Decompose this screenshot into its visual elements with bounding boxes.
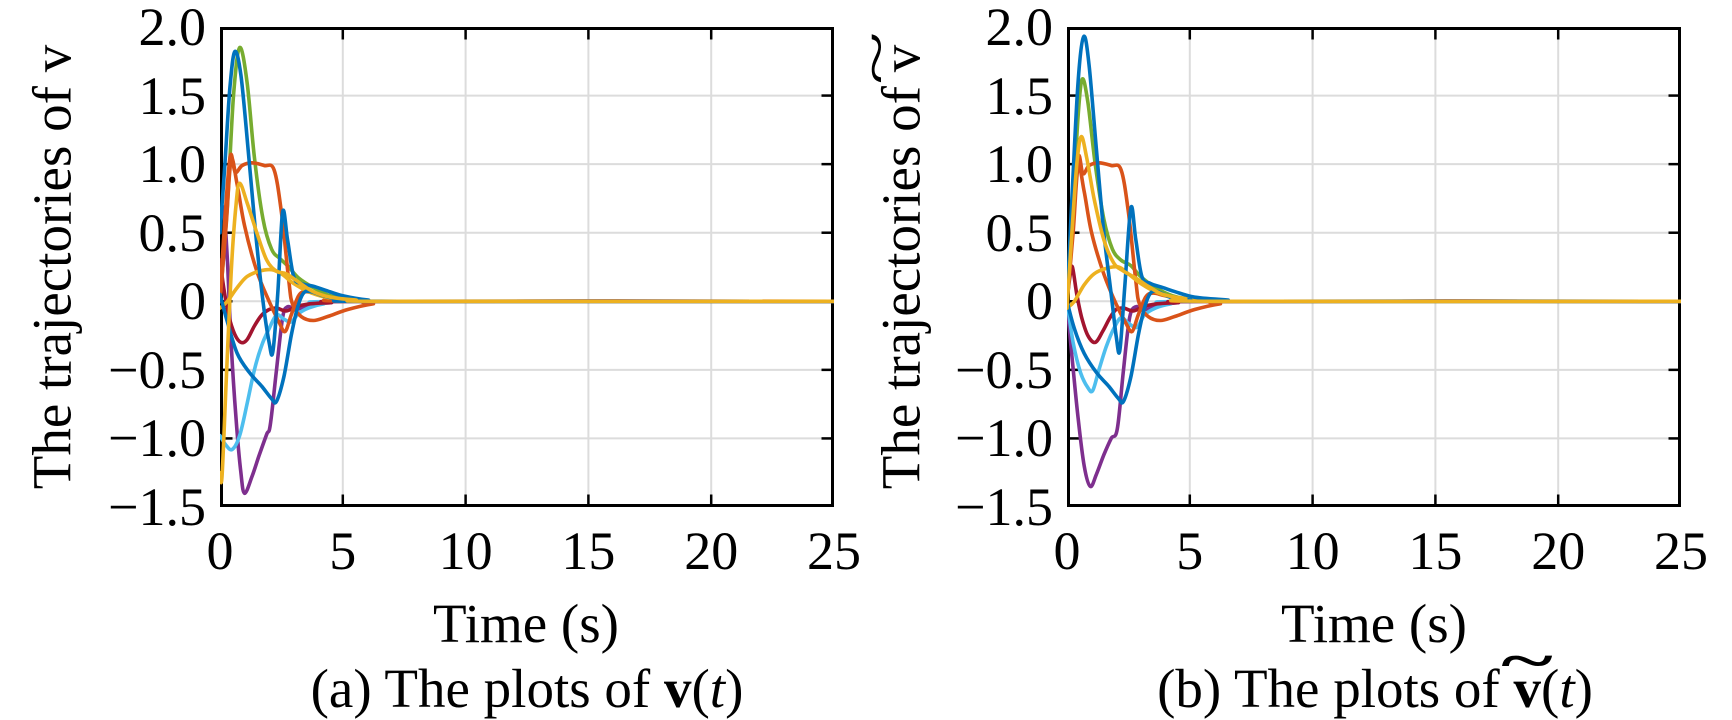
x-tick-label: 5 [1176,521,1204,581]
x-tick-label: 10 [1285,521,1340,581]
trajectory-line-v5 [220,45,834,304]
y-tick-label: −1.5 [108,477,206,537]
caption-a-v: v [663,658,692,719]
trajectory-line-v8 [220,289,834,405]
y-tick-label: −1.5 [955,477,1053,537]
caption-a: (a) The plots of v (t) [142,658,912,720]
x-tick-label: 10 [438,521,493,581]
x-tick-label: 0 [1053,521,1081,581]
y-tick-label: 2.0 [985,0,1054,57]
x-tick-label: 20 [1531,521,1586,581]
y-tick-label: −1.0 [108,408,206,469]
caption-b-arg: t [1559,658,1575,719]
x-tick-label: 20 [684,521,739,581]
y-tick-label: 0 [179,271,206,332]
caption-b-tilde: ~ [1501,629,1553,691]
caption-b-var: v ~ [1502,633,1553,720]
x-tick-label: 5 [329,521,357,581]
y-tick-label: 1.0 [985,134,1054,195]
y-tick-label: 0.5 [138,202,207,263]
y-tick-label: 1.5 [985,65,1054,126]
y-tick-label: 1.0 [138,134,207,195]
x-tick-label: 25 [1654,521,1708,581]
caption-a-close: ) [725,658,744,719]
plot-area-b [1067,27,1681,507]
trajectory-line-v6 [220,299,834,452]
caption-a-var: v [664,658,692,720]
y-tick-label: −1.0 [955,408,1053,469]
y-tick-label: 2.0 [138,0,207,57]
caption-a-arg: t [709,658,726,719]
y-tick-label: 0 [1026,271,1053,332]
caption-b-close: ) [1574,658,1593,719]
trajectory-line-vt5 [1067,77,1681,304]
trajectory-line-v2 [220,152,834,323]
trajectory-line-vt7 [1067,264,1681,345]
caption-a-open: ( [691,658,710,719]
caption-a-prefix: (a) The plots of [310,658,664,719]
caption-b-v: v [1513,658,1542,719]
x-tick-label: 0 [206,521,234,581]
trajectory-line-v1 [220,49,834,357]
trajectory-line-v3 [220,181,834,485]
x-tick-label: 15 [561,521,616,581]
x-axis-label-b: Time (s) [1281,593,1467,654]
x-axis-label-a: Time (s) [433,593,619,654]
caption-b-prefix: (b) The plots of [1157,658,1514,719]
trajectory-line-vt6 [1067,299,1681,394]
y-tick-label: −0.5 [955,339,1053,400]
x-tick-label: 15 [1408,521,1463,581]
caption-b: (b) The plots of v ~ (t) [990,633,1732,720]
trajectory-line-v4 [220,205,834,496]
trajectory-line-vt3 [1067,134,1681,310]
caption-b-open: ( [1541,658,1560,719]
trajectory-line-vt4 [1067,299,1681,489]
x-tick-label: 25 [807,521,861,581]
y-tick-label: −0.5 [108,339,206,400]
plot-area-a [220,27,834,507]
y-tick-label: 1.5 [138,65,207,126]
y-tick-label: 0.5 [985,202,1054,263]
